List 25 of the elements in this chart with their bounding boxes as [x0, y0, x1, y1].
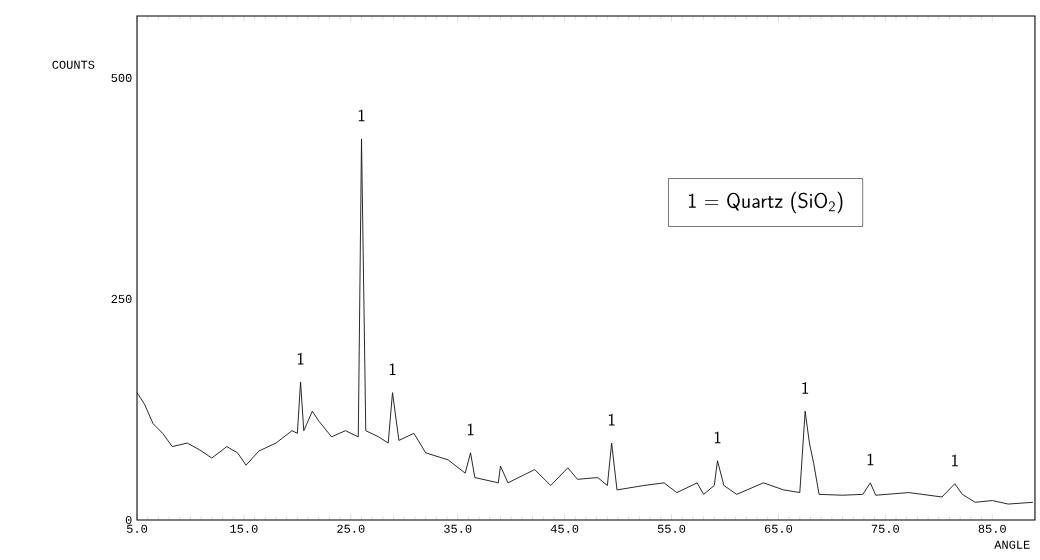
x-tick-label: 85.0	[978, 524, 1006, 533]
annotation: 1	[608, 413, 615, 426]
annotation: 1	[467, 423, 474, 436]
x-axis-title: ANGLE	[994, 540, 1030, 549]
x-tick-label: 65.0	[764, 524, 793, 533]
x-tick-label: 75.0	[871, 524, 899, 533]
x-tick-label: 15.0	[230, 524, 258, 533]
line-series	[136, 138, 1034, 505]
annotation: 1 = Quartz (SiO$_{2}$)	[688, 191, 843, 214]
y-tick-label: 500	[111, 73, 132, 82]
x-tick-label: 45.0	[550, 524, 579, 533]
x-tick-label: 5.0	[126, 524, 148, 533]
x-tick-label: 25.0	[337, 524, 365, 533]
y-tick-label: 250	[111, 294, 132, 304]
annotation: 1	[358, 109, 365, 122]
y-tick-label: 0	[125, 515, 132, 525]
x-tick-label: 55.0	[657, 524, 686, 533]
annotation: 1	[867, 453, 874, 466]
annotation: 1	[389, 363, 396, 376]
annotation: 1	[714, 431, 721, 444]
x-tick-label: 35.0	[444, 524, 472, 533]
annotation: 1	[297, 352, 304, 365]
annotation: 1	[952, 454, 958, 467]
y-axis-title: COUNTS	[52, 60, 95, 69]
annotation: 1	[802, 381, 809, 394]
